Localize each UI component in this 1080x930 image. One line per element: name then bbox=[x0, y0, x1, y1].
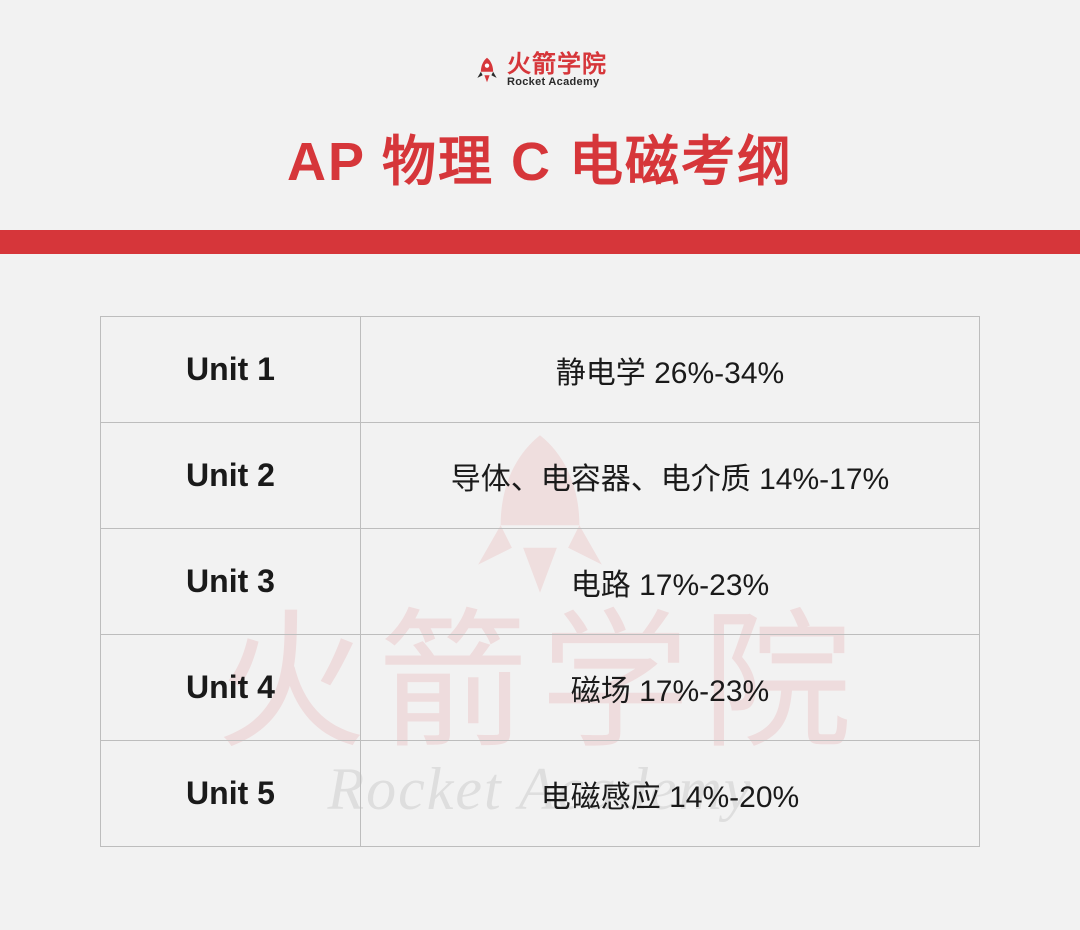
logo-cn-text: 火箭学院 bbox=[507, 52, 607, 77]
table-row: Unit 2 导体、电容器、电介质 14%-17% bbox=[101, 423, 980, 529]
desc-cell: 导体、电容器、电介质 14%-17% bbox=[361, 423, 980, 529]
syllabus-table-inner: Unit 1 静电学 26%-34% Unit 2 导体、电容器、电介质 14%… bbox=[100, 316, 980, 847]
table-row: Unit 3 电路 17%-23% bbox=[101, 529, 980, 635]
desc-cell: 电磁感应 14%-20% bbox=[361, 741, 980, 847]
page-container: 火箭学院 Rocket Academy AP 物理 C 电磁考纲 火箭学院 Ro… bbox=[0, 0, 1080, 930]
unit-cell: Unit 5 bbox=[101, 741, 361, 847]
unit-cell: Unit 4 bbox=[101, 635, 361, 741]
table-row: Unit 4 磁场 17%-23% bbox=[101, 635, 980, 741]
page-title: AP 物理 C 电磁考纲 bbox=[0, 117, 1080, 196]
unit-cell: Unit 2 bbox=[101, 423, 361, 529]
table-row: Unit 1 静电学 26%-34% bbox=[101, 317, 980, 423]
rocket-icon bbox=[473, 56, 501, 84]
syllabus-table: Unit 1 静电学 26%-34% Unit 2 导体、电容器、电介质 14%… bbox=[100, 316, 980, 847]
table-row: Unit 5 电磁感应 14%-20% bbox=[101, 741, 980, 847]
unit-cell: Unit 1 bbox=[101, 317, 361, 423]
desc-cell: 电路 17%-23% bbox=[361, 529, 980, 635]
desc-cell: 静电学 26%-34% bbox=[361, 317, 980, 423]
logo-text: 火箭学院 Rocket Academy bbox=[507, 52, 607, 89]
syllabus-table-wrap: 火箭学院 Rocket Academy Unit 1 静电学 26%-34% U… bbox=[100, 316, 980, 847]
desc-cell: 磁场 17%-23% bbox=[361, 635, 980, 741]
title-divider-bar bbox=[0, 230, 1080, 254]
logo-en-text: Rocket Academy bbox=[507, 77, 599, 89]
logo: 火箭学院 Rocket Academy bbox=[473, 52, 607, 89]
unit-cell: Unit 3 bbox=[101, 529, 361, 635]
logo-area: 火箭学院 Rocket Academy bbox=[0, 0, 1080, 89]
